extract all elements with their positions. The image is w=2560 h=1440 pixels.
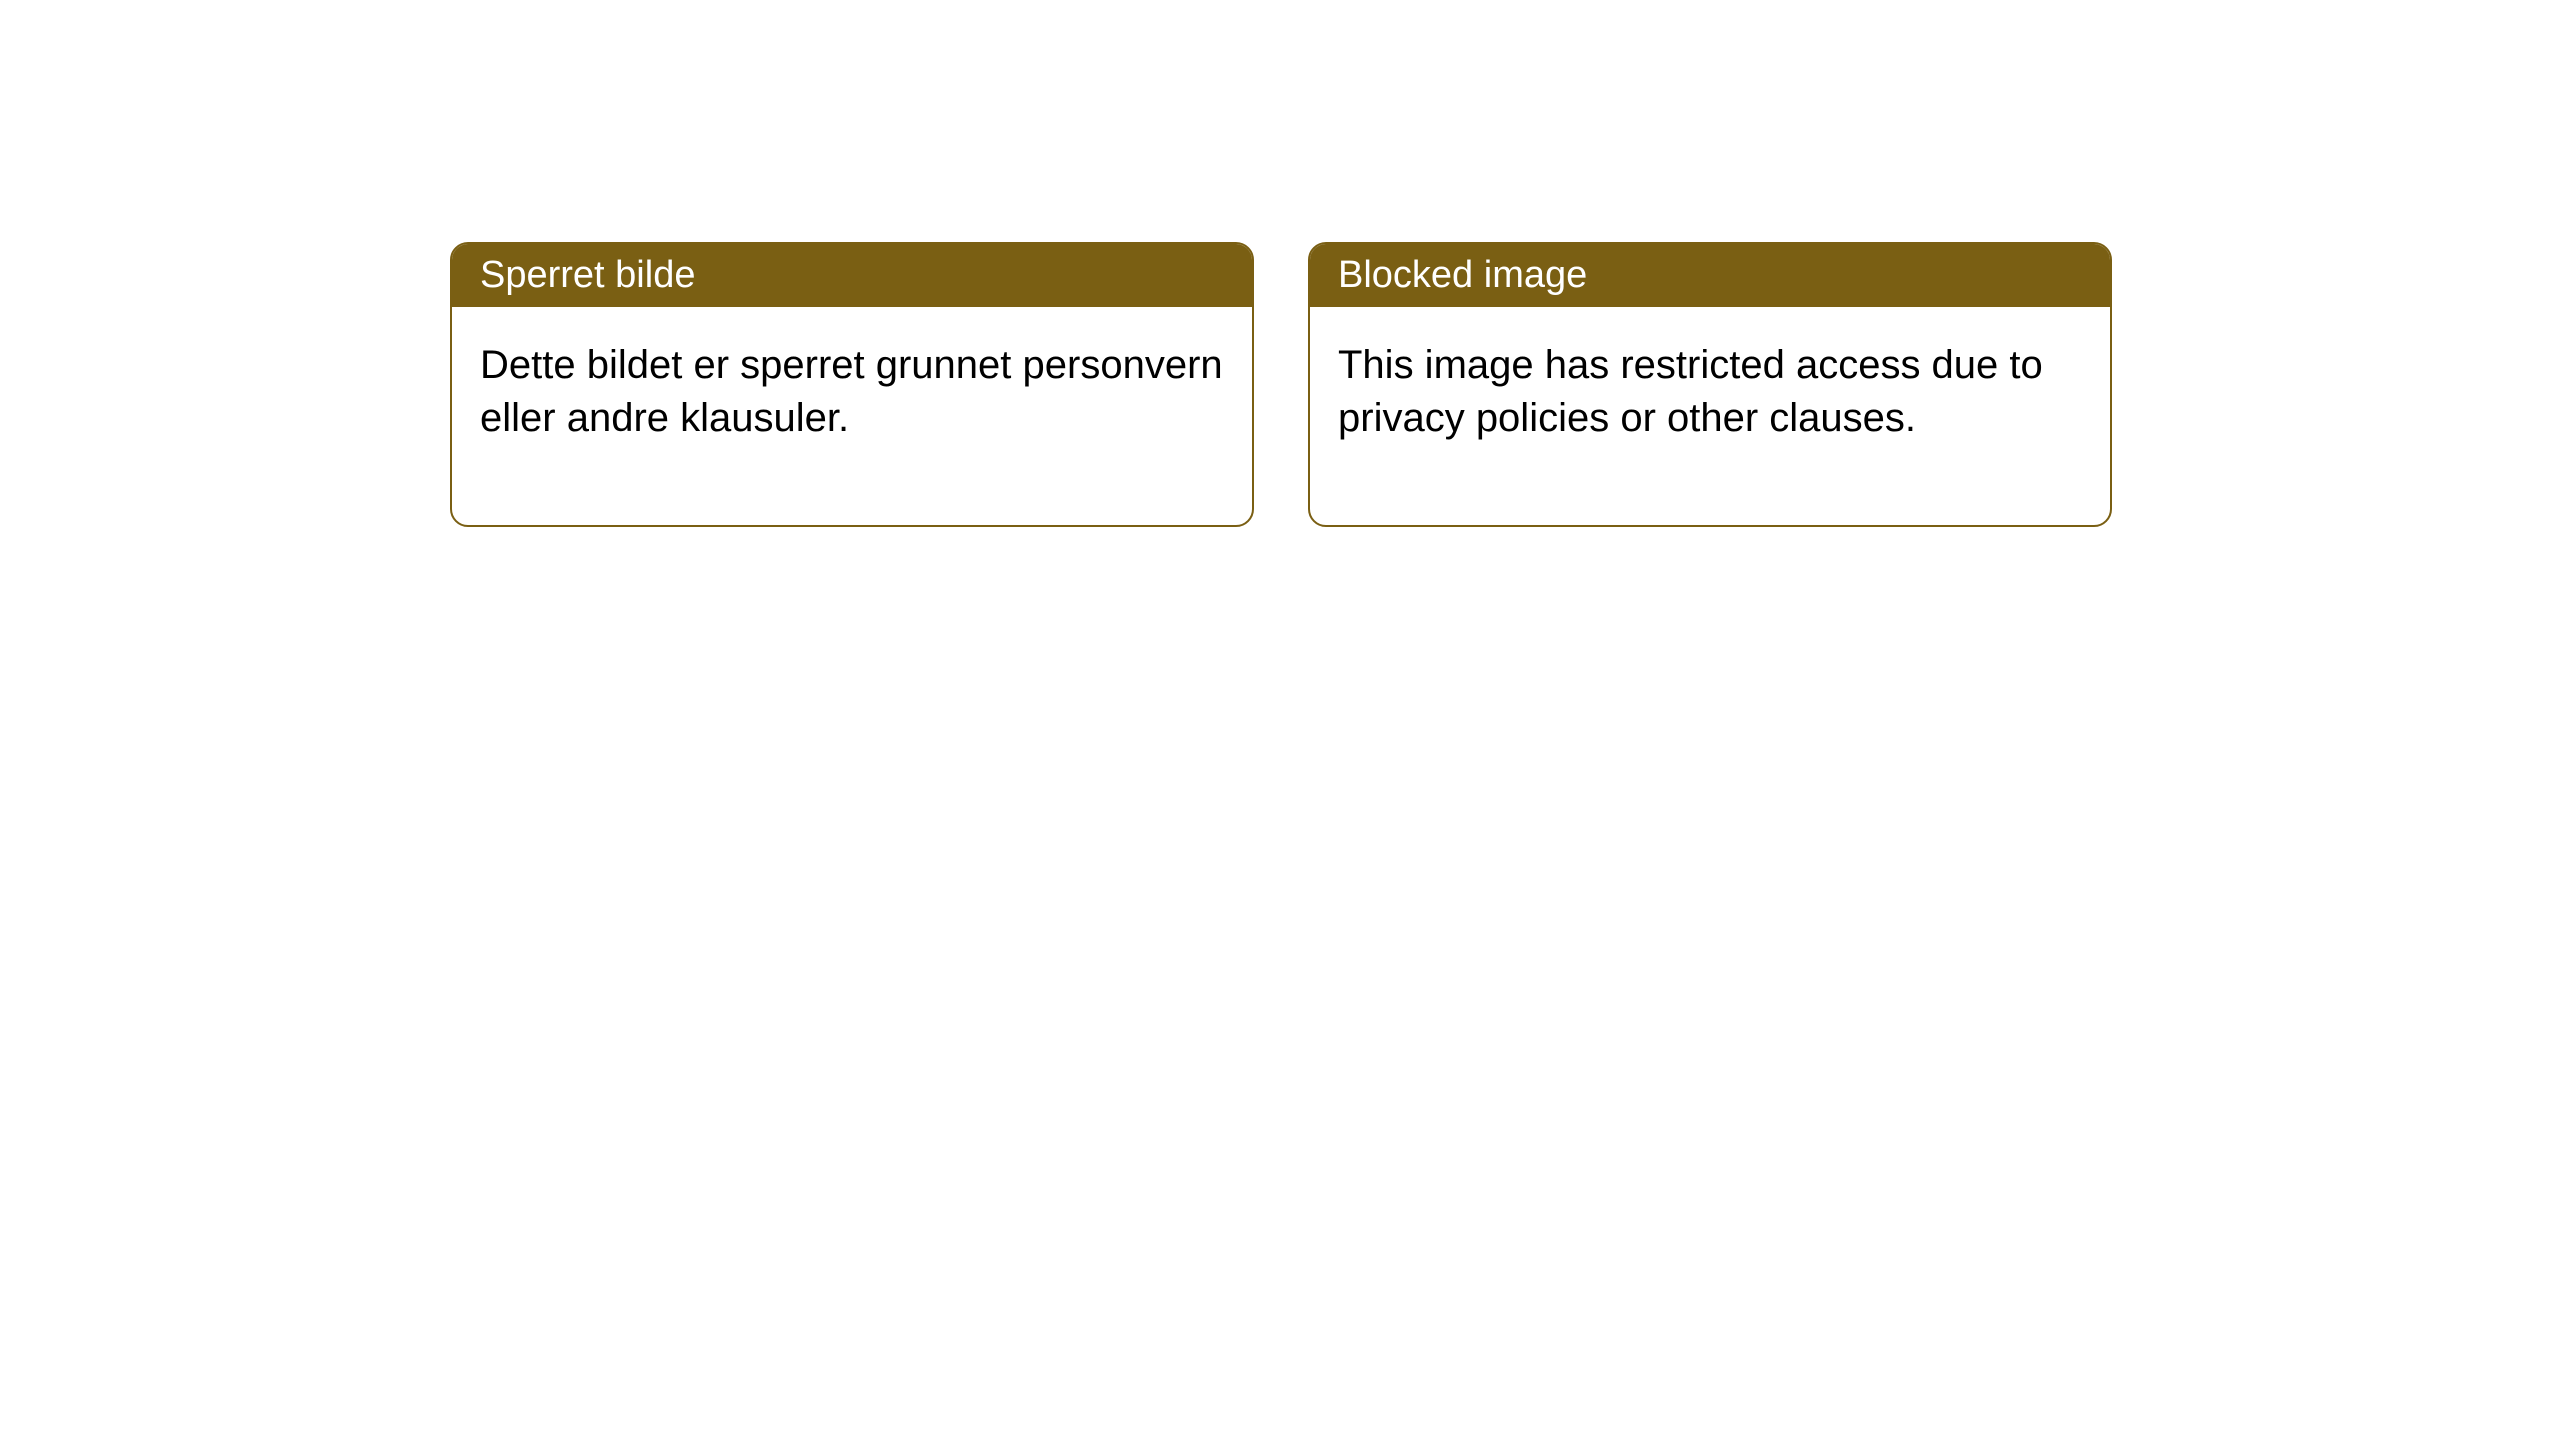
notice-card-body: This image has restricted access due to … — [1310, 307, 2110, 525]
notice-card-norwegian: Sperret bilde Dette bildet er sperret gr… — [450, 242, 1254, 527]
notice-title: Sperret bilde — [480, 254, 695, 296]
notice-card-header: Sperret bilde — [452, 244, 1252, 307]
notice-card-english: Blocked image This image has restricted … — [1308, 242, 2112, 527]
notice-body-text: Dette bildet er sperret grunnet personve… — [480, 343, 1223, 440]
notice-title: Blocked image — [1338, 254, 1587, 296]
notice-card-header: Blocked image — [1310, 244, 2110, 307]
notice-container: Sperret bilde Dette bildet er sperret gr… — [0, 0, 2560, 527]
notice-body-text: This image has restricted access due to … — [1338, 343, 2043, 440]
notice-card-body: Dette bildet er sperret grunnet personve… — [452, 307, 1252, 525]
